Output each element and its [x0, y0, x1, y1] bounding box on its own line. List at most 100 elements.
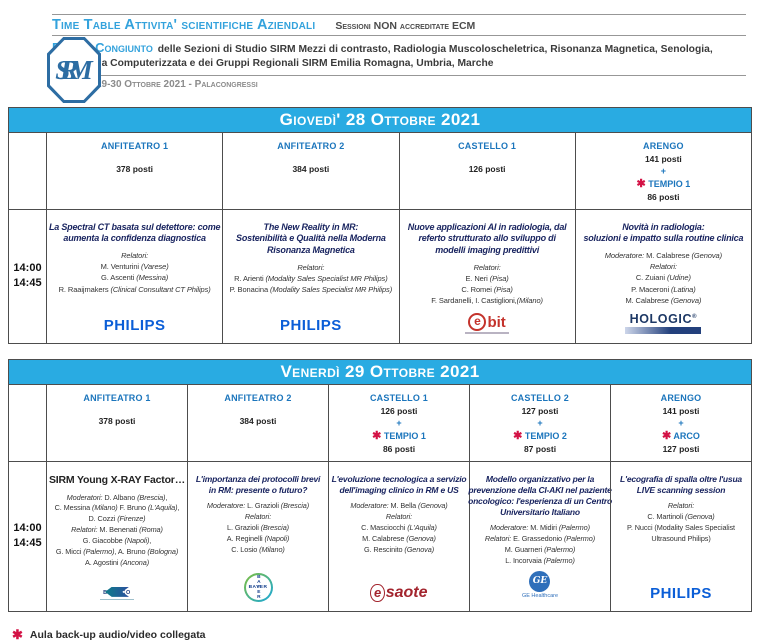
sirm-logo-text: SIRM: [55, 54, 92, 85]
room-name: ANFITEATRO 1: [101, 140, 169, 151]
event-description-line1: delle Sezioni di Studio SIRM Mezzi di co…: [157, 44, 713, 55]
event-description: Evento Congiunto delle Sezioni di Studio…: [52, 36, 746, 75]
header-divider-bottom: [52, 74, 746, 76]
room-name: ANFITEATRO 1: [83, 393, 151, 404]
room-name: ANFITEATRO 2: [277, 140, 345, 151]
session-title: Novità in radiologia: soluzioni e impatto…: [583, 221, 744, 244]
session-title: L'importanza dei protocolli brevi in RM: …: [195, 473, 321, 495]
sponsor-logo: BRACCO: [100, 580, 134, 602]
sponsor-logo: GE GE Healthcare: [522, 567, 558, 602]
time-slot: 14:00 14:45: [13, 261, 42, 290]
session-speakers: Relatori: R. Arienti (Modality Sales Spec…: [229, 262, 393, 295]
document-header: SIRM Time Table Attivita' scientifiche A…: [47, 14, 746, 103]
session-title: L'evoluzione tecnologica a servizio dell'…: [331, 473, 467, 495]
bracco-logo: BRACCO: [100, 586, 134, 601]
session-cell: Novità in radiologia: soluzioni e impatto…: [574, 209, 751, 344]
hologic-logo: HOLOGIC®: [625, 312, 702, 335]
session-speakers: Moderatore: L. Grazioli (Brescia) Relator…: [206, 501, 310, 554]
room-seats: 141 posti: [662, 406, 700, 417]
plus-sign: +: [396, 418, 402, 429]
session-cell: Modello organizzativo per la prevenzione …: [468, 461, 612, 611]
backup-asterisk-icon: ✱: [372, 429, 382, 442]
backup-room-name: ✱ TEMPIO 2: [513, 429, 567, 442]
session-cell: L'ecografia di spalla oltre l'usua LIVE s…: [610, 461, 751, 611]
room-seats: 126 posti: [468, 163, 506, 174]
rooms-row: ANFITEATRO 1 378 posti ANFITEATRO 2 384 pos…: [9, 385, 751, 461]
sessions-row: 14:00 14:45 La Spectral CT basata sul det…: [9, 208, 751, 344]
room-seats: 378 posti: [116, 163, 154, 174]
session-speakers: Relatori: C. Martinoli (Genova) P. Nucci (…: [627, 501, 735, 543]
time-column-header: [9, 385, 46, 461]
philips-logo: PHILIPS: [650, 584, 712, 602]
rooms-row: ANFITEATRO 1 378 posti ANFITEATRO 2 384 pos…: [9, 132, 751, 209]
room-seats: 384 posti: [239, 416, 277, 427]
session-title: Nuove applicazioni AI in radiologia, dal…: [407, 221, 567, 255]
bayer-cross-logo: BAYER BAYER: [243, 572, 273, 602]
header-divider-mid: [52, 35, 746, 36]
room-seats: 384 posti: [292, 163, 330, 174]
ebit-logo: e bit: [465, 313, 510, 335]
room-name: CASTELLO 2: [510, 393, 569, 404]
session-speakers: Moderatori: D. Albano (Brescia), C. Messi…: [54, 492, 180, 568]
session-speakers: Moderatore: M. Calabrese (Genova) Relator…: [604, 250, 722, 305]
time-column-header: [9, 133, 46, 209]
sponsor-logo: BAYER BAYER: [243, 569, 273, 602]
esaote-logo: e saote: [370, 583, 428, 602]
plus-sign: +: [537, 418, 543, 429]
room-name: CASTELLO 1: [369, 393, 428, 404]
ge-healthcare-logo: GE GE Healthcare: [522, 570, 558, 599]
room-seats: 126 posti: [380, 406, 418, 417]
session-title: SIRM Young X-RAY Factor…: [49, 473, 185, 486]
session-speakers: Relatori: M. Venturini (Varese) G. Ascenti…: [58, 250, 211, 294]
day-table: Venerdì 29 Ottobre 2021 ANFITEATRO 1 378 …: [8, 359, 752, 612]
esaote-e-icon: e: [370, 583, 385, 602]
room-seats: 127 posti: [521, 406, 559, 417]
room-header: CASTELLO 1 126 posti: [398, 132, 575, 209]
philips-logo: PHILIPS: [279, 317, 342, 335]
room-header: ANFITEATRO 1 378 posti: [46, 385, 187, 461]
room-name: ARENGO: [660, 393, 702, 404]
sponsor-logo: HOLOGIC®: [625, 306, 702, 335]
session-cell: La Spectral CT basata sul detettore: com…: [46, 209, 222, 344]
session-title: L'ecografia di spalla oltre l'usua LIVE s…: [620, 473, 742, 495]
backup-room-seats: 127 posti: [662, 444, 700, 455]
event-description-line2: Tomografia Computerizzata e dei Gruppi R…: [52, 58, 494, 70]
backup-room-name: ✱ TEMPIO 1: [372, 429, 426, 442]
room-header: ARENGO 141 posti + ✱ ARCO 127 posti: [610, 385, 751, 461]
sessions-row: 14:00 14:45 SIRM Young X-RAY Factor… Moder…: [9, 460, 751, 611]
room-header: CASTELLO 2 127 posti + ✱ TEMPIO 2 87 posti: [469, 385, 610, 461]
room-name: ANFITEATRO 2: [224, 393, 292, 404]
time-slot: 14:00 14:45: [13, 521, 42, 550]
sirm-logo-inner: SIRM: [50, 40, 98, 100]
header-title-row: Time Table Attivita' scientifiche Aziend…: [52, 15, 746, 35]
legend-asterisk-icon: ✱: [12, 626, 23, 642]
session-cell: The New Reality in MR: Sostenibilità e Qu…: [222, 209, 398, 344]
day-tables-container: Giovedì' 28 Ottobre 2021 ANFITEATRO 1 378…: [0, 106, 760, 612]
philips-logo: PHILIPS: [103, 317, 166, 335]
bracco-icon: [105, 586, 129, 597]
room-header: ANFITEATRO 2 384 posti: [187, 385, 328, 461]
sponsor-logo: e bit: [465, 308, 510, 335]
session-speakers: Relatori: E. Neri (Pisa) C. Romei (Pisa) F.…: [431, 262, 543, 306]
day-banner: Venerdì 29 Ottobre 2021: [9, 360, 751, 386]
legend-text: Aula back-up audio/video collegata: [29, 628, 206, 641]
session-title: The New Reality in MR: Sostenibilità e Qu…: [236, 221, 386, 255]
sirm-logo: SIRM: [47, 37, 101, 103]
backup-room-seats: 87 posti: [523, 444, 557, 455]
backup-room-seats: 86 posti: [647, 191, 680, 202]
session-speakers: Moderatore: M. Bella (Genova) Relatori: C.…: [350, 501, 448, 554]
header-divider-top: [52, 14, 746, 15]
sponsor-logo: PHILIPS: [650, 581, 712, 602]
sponsor-logo: PHILIPS: [104, 313, 166, 334]
page-title: Time Table Attivita' scientifiche Aziend…: [52, 17, 316, 33]
session-speakers: Moderatore: M. Midiri (Palermo) Relatori:…: [484, 523, 596, 565]
room-name: CASTELLO 1: [458, 140, 517, 151]
ebit-e-icon: e: [468, 313, 487, 332]
page-subtitle: Sessioni NON accreditate ECM: [335, 20, 476, 32]
event-location: Rimini, 28-29-30 Ottobre 2021 - Palacong…: [52, 78, 258, 90]
session-title: Modello organizzativo per la prevenzione …: [468, 473, 612, 518]
day-banner: Giovedì' 28 Ottobre 2021: [9, 107, 751, 133]
room-seats: 378 posti: [98, 416, 136, 427]
session-cell: Nuove applicazioni AI in radiologia, dal…: [398, 209, 575, 344]
session-title: La Spectral CT basata sul detettore: com…: [48, 221, 221, 244]
